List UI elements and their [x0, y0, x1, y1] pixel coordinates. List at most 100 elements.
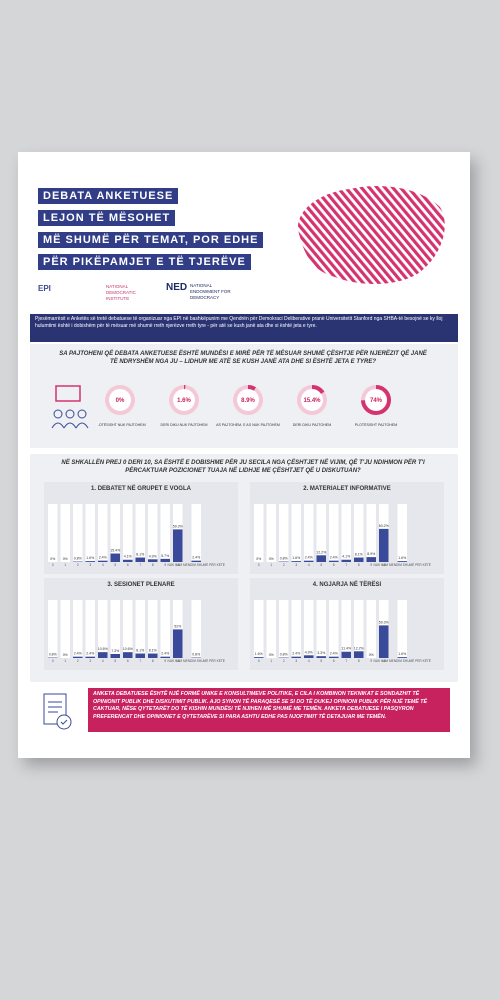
bar [73, 656, 83, 658]
bar-track [291, 504, 301, 562]
category-label: NUK KAM MENDIM SHUMË PËR KËTË [168, 563, 225, 567]
category-label: 0 [258, 659, 260, 663]
bar [135, 557, 145, 562]
bar-label: 12.2% [354, 646, 364, 650]
bar-label: 2.4% [292, 652, 300, 656]
bar-label: 0% [63, 557, 68, 561]
bar [160, 656, 170, 658]
bar-label: 8.1% [136, 553, 144, 557]
bar-track [73, 504, 83, 562]
bar [354, 557, 364, 562]
donut-label: 1.6% [177, 398, 191, 404]
category-label: 8 [152, 659, 154, 663]
donut-arc [169, 385, 199, 415]
bar-label: 59.3% [173, 524, 183, 528]
bar-track [279, 600, 289, 658]
bar-track [110, 504, 120, 562]
category-label: 5 [114, 659, 116, 663]
bar-label: 4.9% [149, 554, 157, 558]
category-label: 6 [333, 659, 335, 663]
bar-label: 59.3% [379, 620, 389, 624]
bar-track [291, 600, 301, 658]
title-line: LEJON TË MËSOHET [38, 210, 176, 226]
bar-track [160, 504, 170, 562]
donut-label: 8.9% [241, 398, 255, 404]
category-label: 3 [295, 659, 297, 663]
bar-charts: 1. DEBATET NË GRUPET E VOGLA 0% 0 0% 1 0.8% 2 1… [44, 482, 444, 670]
intro: Pjesëmarrësit e Anketës së tretë debatue… [30, 314, 458, 342]
bar-label: 0.8% [192, 653, 200, 657]
bar [366, 557, 376, 562]
title-line: MË SHUMË PËR TEMAT, POR EDHE [38, 232, 264, 248]
bar-track [266, 600, 276, 658]
donut-caption: DERI DIKU NUK PAJTOHEM [161, 423, 208, 427]
bar-track [279, 504, 289, 562]
bar-track [148, 504, 158, 562]
bar [379, 528, 389, 562]
bar-label: 2.4% [161, 652, 169, 656]
bar [254, 657, 264, 658]
bar-track [123, 504, 133, 562]
bar-track [160, 600, 170, 658]
category-label: 5 [114, 563, 116, 567]
category-label: 2 [283, 659, 285, 663]
bar-label: 0.8% [280, 653, 288, 657]
bar-track [191, 600, 201, 658]
bar [316, 656, 326, 658]
bar-label: 3.3% [317, 651, 325, 655]
bar-label: 4.9% [305, 650, 313, 654]
bar-label: 52% [174, 624, 181, 628]
category-label: 3 [89, 659, 91, 663]
bar [85, 561, 95, 562]
category-label: 8 [358, 563, 360, 567]
category-label: 9 [370, 659, 372, 663]
category-label: NUK KAM MENDIM SHUMË PËR KËTË [168, 659, 225, 663]
bar-track [316, 600, 326, 658]
category-label: 7 [139, 563, 141, 567]
bar-track [254, 600, 264, 658]
bar-label: 2.4% [330, 652, 338, 656]
category-label: 8 [358, 659, 360, 663]
bar-track [329, 504, 339, 562]
bar [160, 558, 170, 562]
bar-label: 8.9% [367, 552, 375, 556]
bar-track [397, 600, 407, 658]
category-label: 7 [139, 659, 141, 663]
donut-caption: PLOTËSISHT NUK PAJTOHEM [98, 423, 146, 427]
bar [354, 651, 364, 658]
bar-track [366, 504, 376, 562]
bar [110, 553, 120, 562]
question: NË SHKALLËN PREJ 0 DERI 10, SA ËSHTË E D… [61, 460, 425, 475]
bar-track [60, 504, 70, 562]
category-label: 1 [270, 563, 272, 567]
chart-title: 4. NGJARJA NË TËRËSI [313, 581, 382, 588]
people-icon [51, 385, 89, 429]
bar-track [173, 600, 183, 658]
donut-label: 0% [116, 398, 125, 404]
bar-label: 10.6% [123, 647, 133, 651]
bar-label: 1.6% [398, 556, 406, 560]
bar-label: 8.1% [149, 649, 157, 653]
category-label: 4 [308, 659, 310, 663]
bar-track [98, 600, 108, 658]
bar-track [191, 504, 201, 562]
category-label: 10 [382, 563, 386, 567]
bar-label: 1.6% [86, 556, 94, 560]
bar [304, 655, 314, 658]
donut-caption: DERI DIKU PAJTOHEM [293, 423, 331, 427]
category-label: 7 [345, 659, 347, 663]
bar-label: 2.4% [192, 556, 200, 560]
bar-track [354, 504, 364, 562]
category-label: 1 [64, 563, 66, 567]
category-label: 10 [176, 659, 180, 663]
bar-label: 0% [63, 653, 68, 657]
bar-label: 2.4% [86, 652, 94, 656]
category-label: 4 [102, 659, 104, 663]
bar-label: 15.4% [110, 549, 120, 553]
bar-track [341, 600, 351, 658]
donut-row: 0% PLOTËSISHT NUK PAJTOHEM 1.6% DERI DIKU N… [98, 385, 397, 427]
bar [397, 657, 407, 658]
bar-track [48, 600, 58, 658]
bar-track [148, 600, 158, 658]
bar-label: 1.6% [255, 652, 263, 656]
